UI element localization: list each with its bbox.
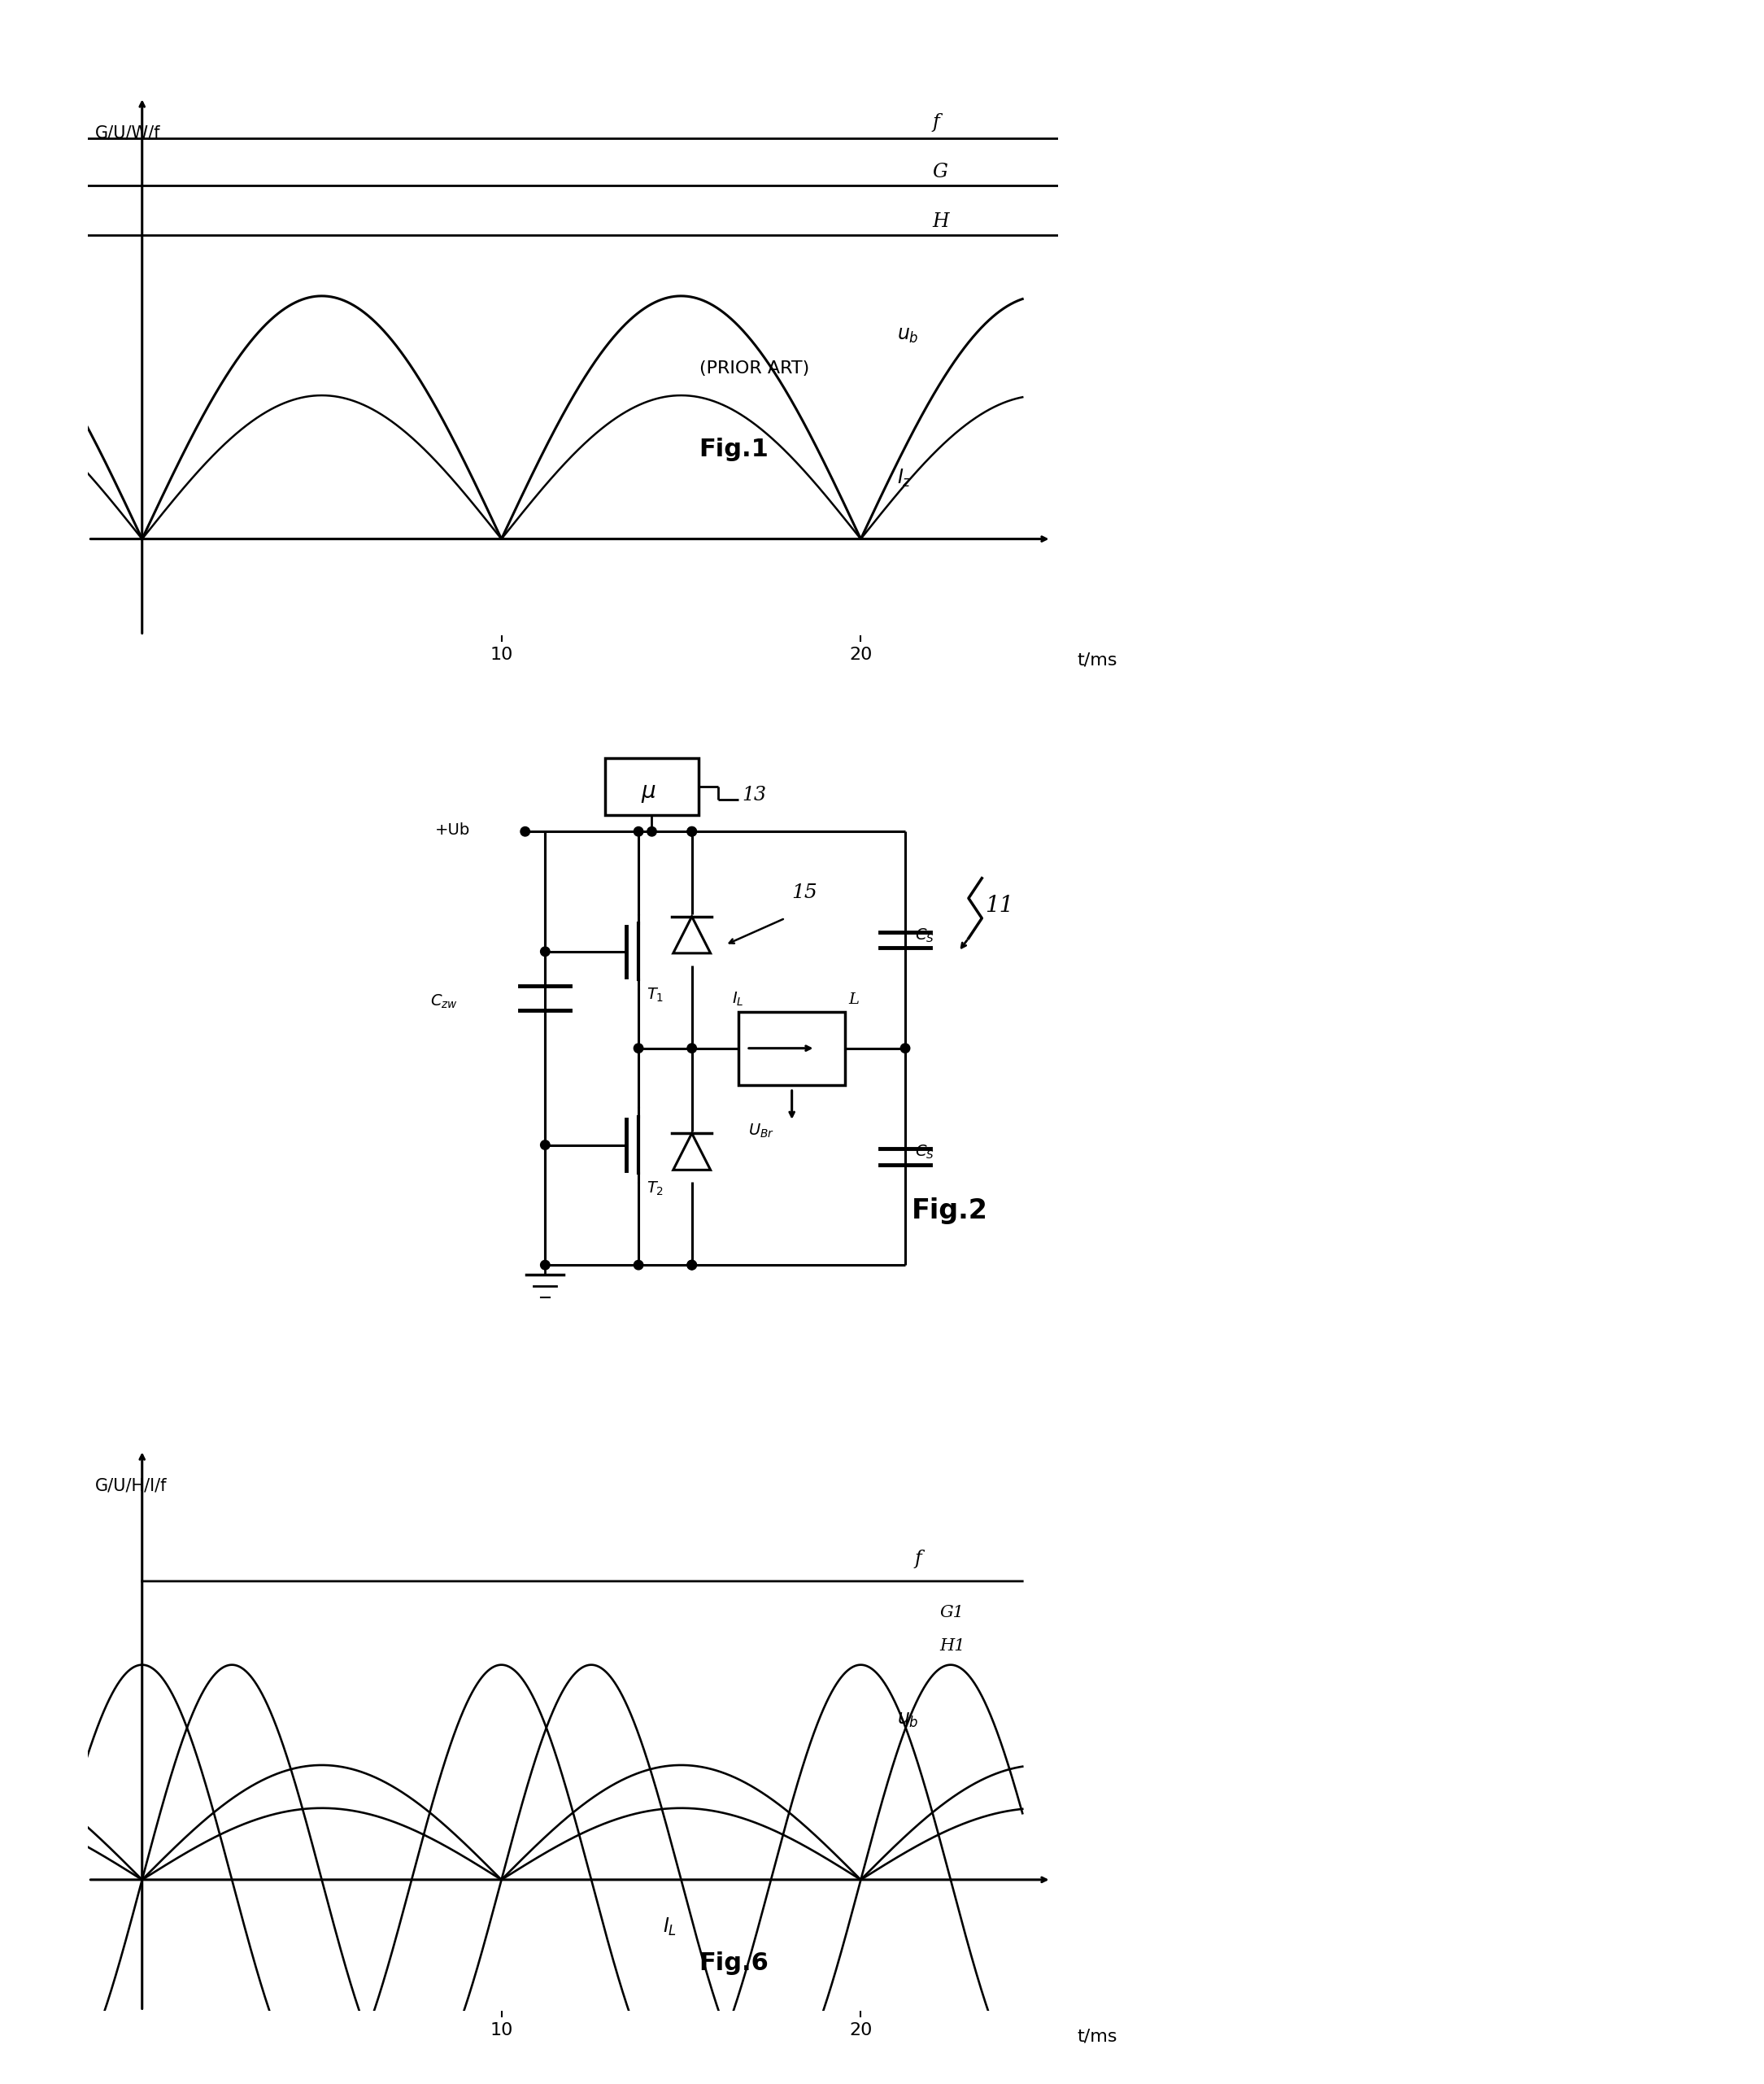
X-axis label: t/ms: t/ms: [1078, 652, 1117, 669]
Text: $C_{zw}$: $C_{zw}$: [430, 994, 459, 1011]
X-axis label: t/ms: t/ms: [1078, 2028, 1117, 2044]
Circle shape: [901, 1044, 910, 1052]
Text: H1: H1: [940, 1638, 965, 1655]
Circle shape: [633, 1261, 644, 1269]
Circle shape: [540, 946, 550, 957]
Text: (PRIOR ART): (PRIOR ART): [699, 361, 810, 377]
Text: +Ub: +Ub: [436, 823, 471, 838]
Text: Fig.1: Fig.1: [699, 438, 769, 461]
Text: $C_S$: $C_S$: [916, 927, 935, 944]
Circle shape: [688, 1044, 697, 1052]
Circle shape: [647, 827, 656, 836]
Circle shape: [540, 1140, 550, 1150]
Bar: [605, 759, 699, 815]
Text: 13: 13: [743, 786, 766, 804]
Text: H: H: [933, 213, 949, 231]
Text: $I_z$: $I_z$: [896, 467, 912, 490]
Circle shape: [688, 1261, 697, 1269]
Text: f: f: [933, 113, 940, 131]
Text: $I_L$: $I_L$: [663, 1915, 677, 1938]
Text: $I_L$: $I_L$: [732, 990, 744, 1009]
Circle shape: [688, 827, 697, 836]
Text: f: f: [916, 1550, 923, 1569]
Circle shape: [520, 827, 529, 836]
Text: $C_S$: $C_S$: [916, 1144, 935, 1161]
Text: Fig.2: Fig.2: [912, 1196, 988, 1223]
Text: 11: 11: [986, 894, 1014, 917]
Text: $T_1$: $T_1$: [646, 986, 663, 1004]
Circle shape: [633, 827, 644, 836]
Circle shape: [633, 1044, 644, 1052]
Text: $\mu$: $\mu$: [640, 782, 656, 804]
Text: 15: 15: [792, 884, 818, 902]
Text: G/U/H/I/f: G/U/H/I/f: [95, 1478, 168, 1494]
Text: $T_2$: $T_2$: [646, 1180, 663, 1198]
Circle shape: [688, 1261, 697, 1269]
Bar: [739, 1011, 845, 1086]
Text: G/U/W/f: G/U/W/f: [95, 125, 161, 142]
Text: $u_b$: $u_b$: [896, 327, 919, 346]
Circle shape: [688, 827, 697, 836]
Text: $u_b$: $u_b$: [896, 1711, 919, 1730]
Text: G: G: [933, 163, 947, 181]
Text: L: L: [848, 992, 859, 1007]
Text: Fig.6: Fig.6: [699, 1953, 769, 1976]
Circle shape: [540, 1261, 550, 1269]
Text: $U_{Br}$: $U_{Br}$: [748, 1121, 774, 1140]
Text: G1: G1: [940, 1605, 965, 1619]
